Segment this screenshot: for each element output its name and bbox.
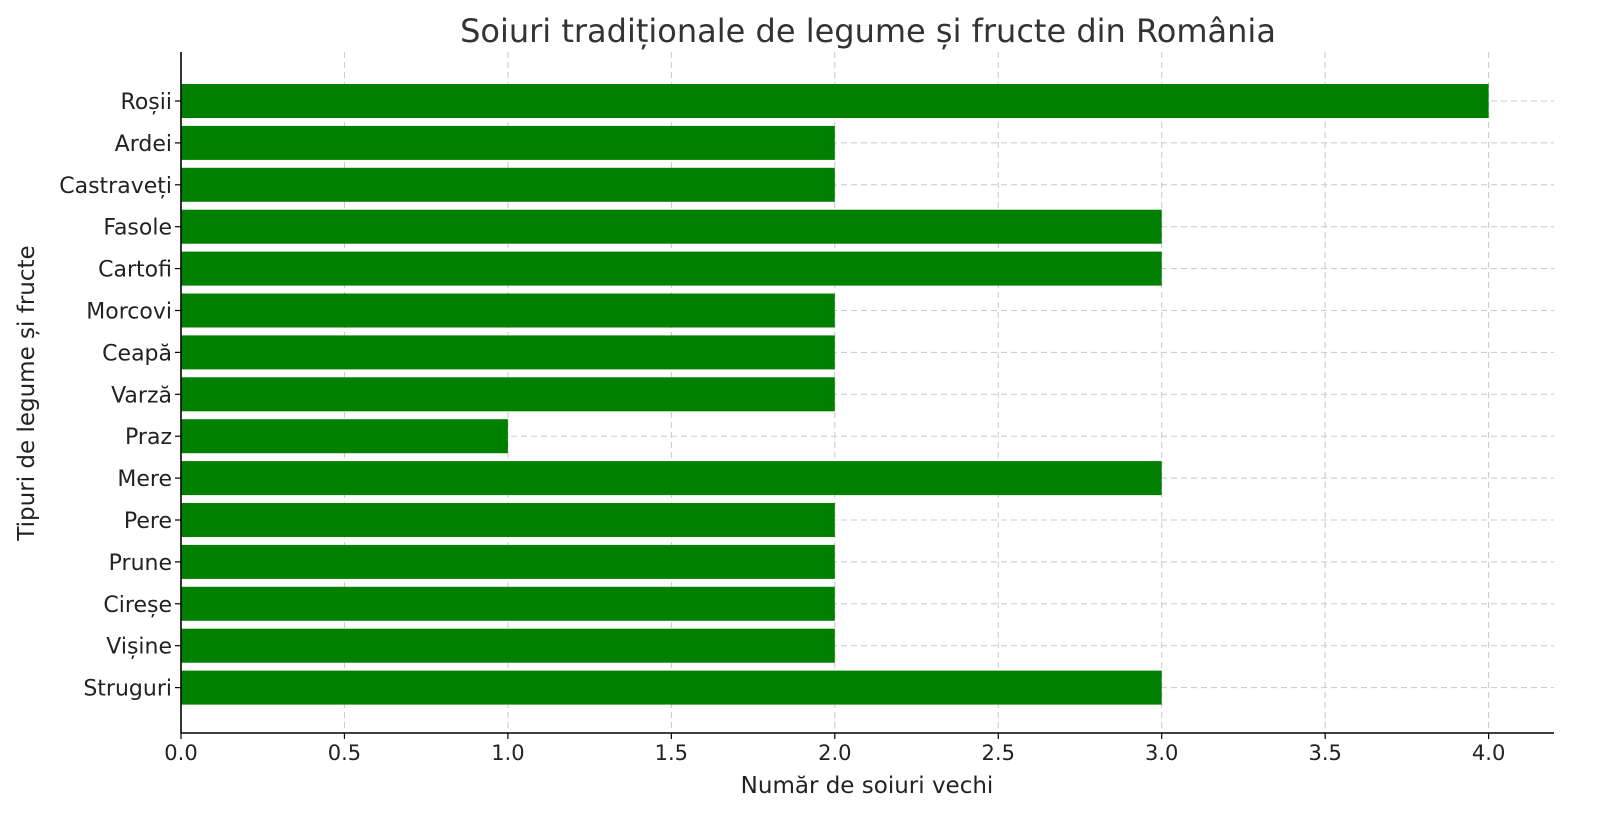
category-label: Pere [124, 509, 172, 534]
category-label: Morcovi [86, 300, 172, 325]
bar [181, 670, 1162, 705]
bar [181, 251, 1162, 286]
x-tick-label: 3.0 [1145, 741, 1178, 765]
bar [181, 125, 835, 160]
bar [181, 209, 1162, 244]
x-tick-label: 4.0 [1472, 741, 1505, 765]
bar [181, 377, 835, 412]
bar [181, 628, 835, 663]
category-label: Cireșe [103, 593, 172, 618]
category-label: Praz [125, 425, 172, 450]
bar [181, 503, 835, 537]
x-tick-label: 1.0 [491, 741, 524, 765]
y-axis-label: Tipuri de legume și fructe [14, 245, 40, 541]
x-tick-label: 1.5 [655, 741, 688, 765]
category-label: Roșii [121, 90, 172, 115]
bar [181, 419, 508, 454]
bar [181, 167, 835, 202]
chart-title: Soiuri tradiționale de legume și fructe … [460, 12, 1276, 50]
category-label: Vișine [106, 635, 172, 660]
bar [181, 293, 835, 328]
x-tick-label: 0.0 [164, 741, 197, 765]
bar [181, 335, 835, 370]
bar [181, 84, 1489, 118]
category-label: Varză [111, 383, 172, 408]
x-tick-label: 3.5 [1308, 741, 1341, 765]
x-tick-label: 0.5 [328, 741, 361, 765]
category-label: Ceapă [102, 341, 172, 366]
category-label: Prune [109, 551, 172, 576]
category-label: Cartofi [98, 258, 172, 283]
bars-layer [181, 84, 1489, 705]
category-label: Mere [117, 467, 172, 492]
x-tick-label: 2.0 [818, 741, 851, 765]
bar [181, 586, 835, 621]
category-labels: Roșii Ardei Castraveți Fasole Cartofi Morcovi… [59, 90, 181, 702]
x-tick-labels: 0.0 0.5 1.0 1.5 2.0 2.5 3.0 3.5 4.0 [164, 733, 1505, 765]
category-label: Castraveți [59, 174, 172, 199]
x-tick-label: 2.5 [982, 741, 1015, 765]
category-label: Fasole [103, 216, 172, 241]
bar [181, 461, 1162, 496]
category-label: Ardei [115, 132, 172, 157]
category-label: Struguri [83, 677, 172, 702]
x-axis-label: Număr de soiuri vechi [741, 773, 994, 799]
bar [181, 544, 835, 579]
